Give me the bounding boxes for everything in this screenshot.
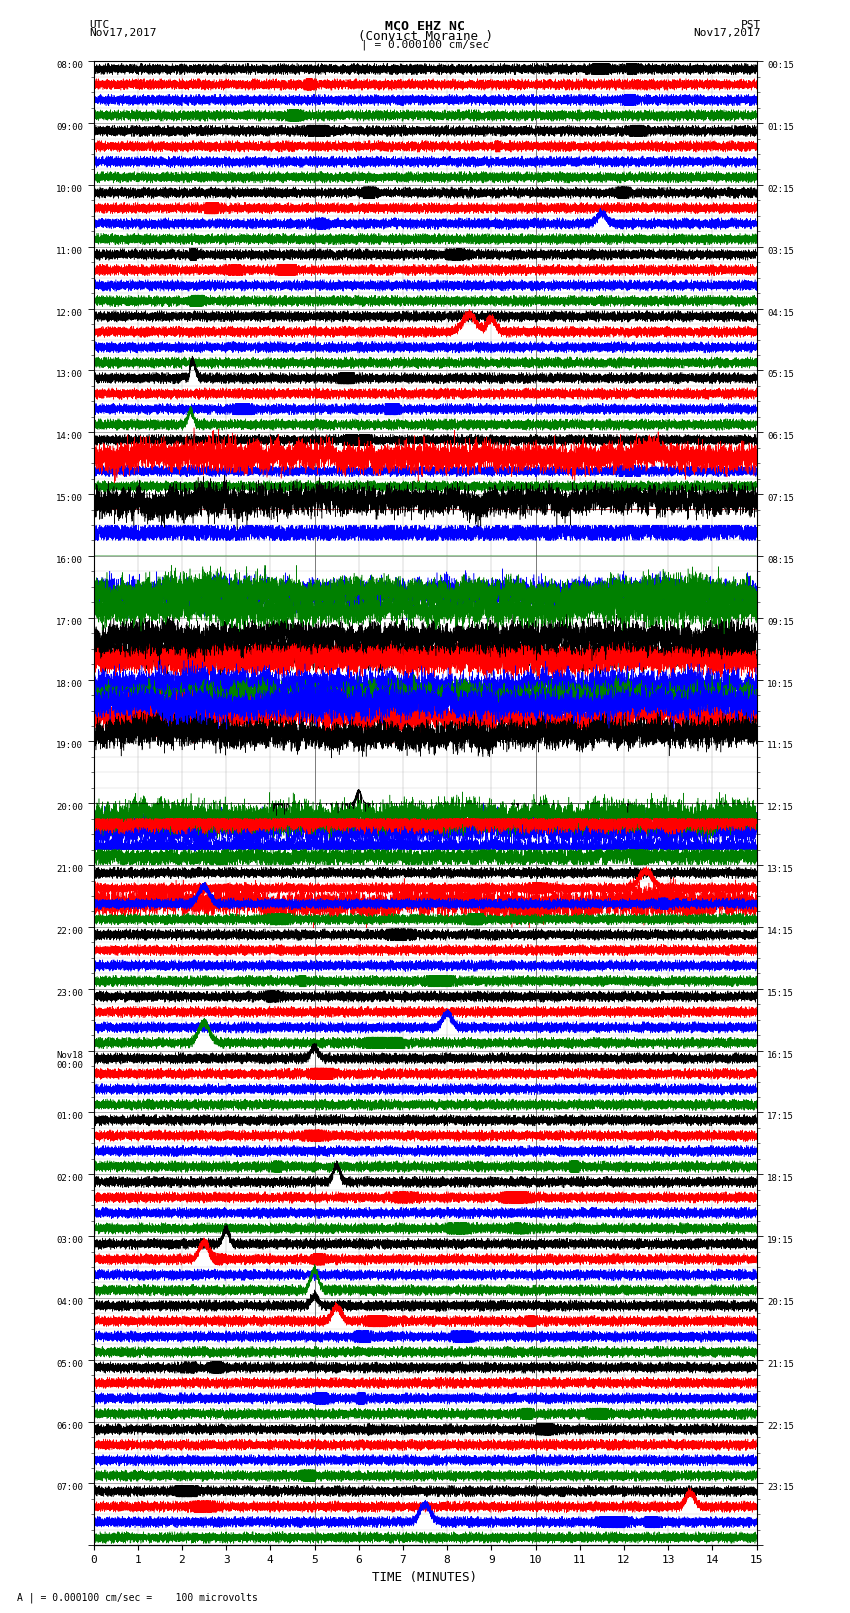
Text: Nov17,2017: Nov17,2017 [89, 29, 156, 39]
Text: MCO EHZ NC: MCO EHZ NC [385, 19, 465, 34]
Text: | = 0.000100 cm/sec: | = 0.000100 cm/sec [361, 39, 489, 50]
X-axis label: TIME (MINUTES): TIME (MINUTES) [372, 1571, 478, 1584]
Text: Nov17,2017: Nov17,2017 [694, 29, 761, 39]
Text: A | = 0.000100 cm/sec =    100 microvolts: A | = 0.000100 cm/sec = 100 microvolts [17, 1592, 258, 1603]
Text: UTC: UTC [89, 19, 110, 31]
Text: (Convict Moraine ): (Convict Moraine ) [358, 31, 492, 44]
Text: PST: PST [740, 19, 761, 31]
